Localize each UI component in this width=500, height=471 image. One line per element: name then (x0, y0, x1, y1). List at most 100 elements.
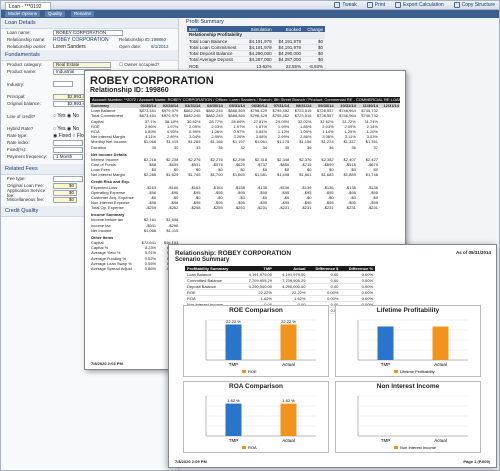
table-cell: 0.99% (189, 129, 201, 135)
tab-loan[interactable]: Loan - ***0192 (5, 2, 51, 10)
table-row: Operating Expense -$96 -$96 -$95 -$95 -$95 -$9… (90, 190, 400, 195)
rate-type-fixed-radio[interactable]: ◉ Fixed (53, 132, 71, 139)
table-cell: $0 (351, 167, 356, 173)
page-number: Page 1 (P.009) (463, 459, 490, 464)
table-cell: 3.11% (344, 134, 356, 140)
tweak-button[interactable]: Tweak (334, 2, 357, 8)
copy-icon (453, 2, 460, 8)
quality-button[interactable]: Quality (45, 11, 66, 17)
col-simulation: Simulation (244, 26, 274, 32)
table-cell: 31.72% (342, 118, 356, 124)
table-cell: $1,337 (343, 139, 356, 145)
tick-label: TMP (229, 438, 239, 443)
industry-select[interactable] (53, 81, 73, 87)
comparison-charts: ROE Comparison TMP 22.22 % Actual 22.22 % ROE… (183, 305, 483, 453)
comparison-chart: Non Interest Income TMP Actual Non Interest… (335, 381, 481, 453)
rate-index-select[interactable] (53, 139, 83, 146)
original-loan-fee-input[interactable]: $0 (53, 182, 77, 189)
table-cell: -$95 (369, 189, 378, 195)
table-cell: -$0 (172, 194, 179, 200)
misc-fee-input[interactable]: $0 (53, 196, 77, 203)
open-date-label: Open date: (119, 44, 142, 49)
copy-structure-button[interactable]: Copy Structure (453, 2, 495, 8)
col-item: Item (187, 26, 245, 32)
table-cell: 0.55% (144, 260, 157, 266)
line-of-credit-yes-radio[interactable]: ○ Yes (53, 113, 66, 119)
table-row: Net Income $1,066 $1,115 (90, 228, 400, 233)
hybrid-yes-radio[interactable]: ○ Yes (53, 125, 66, 132)
table-cell: Average Spread Adjust (91, 265, 132, 271)
table-cell: 1.25% (344, 129, 356, 135)
product-category-select[interactable]: Real Estate (53, 61, 111, 68)
table-cell: -$95 (259, 189, 268, 195)
table-row: Income before tax $2,161 $1,606 (90, 217, 400, 222)
table-cell: $4,290,000 (273, 50, 304, 58)
section-header-row: Income Summary (90, 210, 400, 217)
table-cell: ROE (91, 123, 100, 129)
print-button[interactable]: Print (366, 2, 385, 8)
table-cell: 3.08% (255, 134, 268, 140)
relationship-name-label: Relationship name: (7, 37, 46, 42)
rate-index-label: Rate index: (7, 140, 30, 145)
table-cell: 1.62% (240, 295, 274, 302)
loan-name-input[interactable]: ROBEY CORPORATION (53, 29, 123, 36)
comparison-chart: ROA Comparison TMP 1.62 % Actual 1.62 % ROA (183, 381, 329, 453)
fee-type-select[interactable] (53, 175, 83, 182)
table-cell: $0 (151, 167, 157, 173)
section-label: Net Income Details (91, 151, 127, 157)
table-cell: 32.62% (320, 118, 334, 124)
table-cell: 0.95% (166, 129, 179, 135)
table-cell: Net Interest Margin (91, 172, 126, 178)
table-cell: $1,175 (277, 139, 290, 145)
printer-icon (366, 2, 373, 8)
table-cell: -$737 (256, 161, 268, 167)
owner-occupied-checkbox[interactable]: ☐ Owner occupied? (119, 61, 160, 67)
rate-type-float-radio[interactable]: ○ Float (72, 132, 88, 139)
relationship-name-value[interactable]: ROBEY CORPORATION (53, 36, 109, 43)
table-cell: 37 (373, 144, 378, 150)
table-cell: $1,066 (143, 227, 157, 233)
table-cell: Income tax (91, 222, 111, 228)
export-label: Export Calculation (403, 2, 444, 8)
header-cell: 01/30/14 (134, 103, 158, 109)
table-cell: -$136 (301, 184, 312, 190)
table-cell: $2,276 (188, 156, 201, 162)
table-cell: $888,369 (228, 113, 245, 119)
model-options-button[interactable]: Model Options (5, 11, 41, 17)
table-cell: -$136 (367, 184, 378, 190)
rename-button[interactable]: Rename (71, 11, 95, 17)
chart-plot: TMP Actual Non Interest Income (357, 395, 468, 450)
header-cell: Difference $ (307, 266, 341, 272)
table-cell: 2.03% (211, 123, 223, 129)
table-cell: $1,224 (321, 139, 334, 145)
table-cell: 37.1% (144, 118, 157, 124)
table-cell: 1.97% (166, 123, 179, 129)
hybrid-no-radio[interactable]: ◉ No (66, 125, 80, 132)
table-cell: -$0 (372, 194, 378, 200)
table-cell: 1.14% (322, 129, 334, 135)
table-cell: 0.00% (340, 289, 375, 296)
table-cell: Cost of Funds (91, 161, 116, 167)
payment-frequency-select[interactable]: 1 Month (53, 153, 83, 160)
table-cell: -$0 (327, 194, 334, 200)
table-cell: $4,191,979 (273, 44, 304, 52)
table-cell: -$259 (145, 205, 157, 211)
application-fee-input[interactable]: $0 (53, 189, 77, 196)
export-button[interactable]: Export Calculation (395, 2, 444, 8)
table-cell: -$158 (234, 184, 245, 190)
table-cell: -$95 (192, 200, 201, 206)
table-cell: -$531 (190, 161, 201, 167)
legend-swatch (394, 370, 398, 373)
table-row: Total Deposit Balance $4,290,000 $4,290,00… (187, 50, 325, 58)
table-cell: Non Interest Expense (91, 200, 130, 206)
section-label: Credit Risk and Exp. (91, 179, 130, 185)
fixed-rate-input[interactable] (53, 146, 83, 153)
table-cell: $1,115 (166, 227, 179, 233)
line-of-credit-no-radio[interactable]: ◉ No (66, 113, 80, 119)
table-cell: 38.18% (164, 118, 179, 124)
header-cell: Summary (90, 103, 135, 109)
header-cell: 02/28/14 (157, 103, 180, 109)
table-cell: Interest Income (91, 156, 119, 162)
table-cell: 3.06% (322, 134, 334, 140)
table-cell: 0.00 (307, 271, 341, 278)
